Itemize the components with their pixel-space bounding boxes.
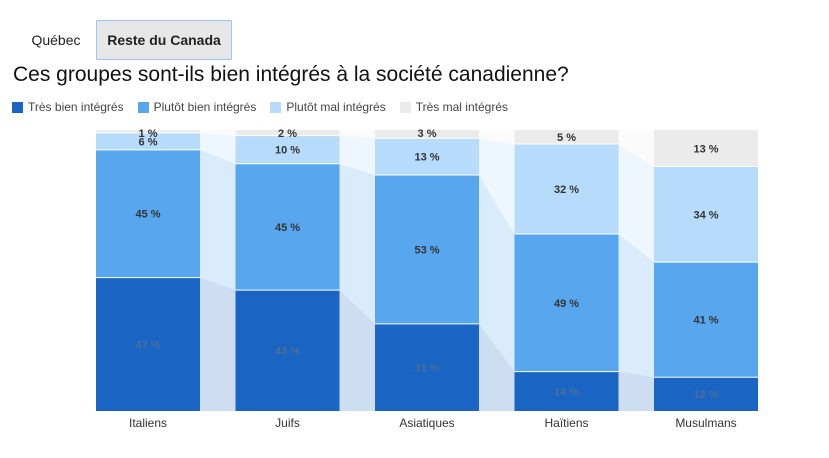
data-label-italiens-tres-mal-integres: 1 % (139, 128, 158, 140)
tab-reste-du-canada[interactable]: Reste du Canada (96, 20, 232, 60)
connector-plutot-bien-integres-0 (200, 149, 236, 291)
bar-musulmans-tres-mal-integres[interactable] (654, 130, 758, 167)
connector-tres-mal-integres-0 (200, 130, 236, 136)
data-label-asiatiques-tres-bien-integres: 31 % (414, 362, 439, 374)
data-label-asiatiques-plutot-mal-integres: 13 % (414, 152, 439, 164)
data-label-haitiens-tres-mal-integres: 5 % (557, 132, 576, 144)
bar-italiens-plutot-mal-integres[interactable] (96, 132, 200, 150)
connector-tres-bien-integres-1 (339, 290, 375, 411)
connector-plutot-bien-integres-3 (618, 233, 654, 378)
legend-item-plutot-bien: Plutôt bien intégrés (137, 100, 257, 114)
bar-haitiens-tres-bien-integres[interactable] (514, 371, 619, 411)
data-label-haitiens-plutot-mal-integres: 32 % (554, 184, 579, 196)
connector-tres-bien-integres-2 (479, 323, 515, 411)
bar-haitiens-plutot-bien-integres[interactable] (514, 233, 619, 372)
data-label-italiens-tres-bien-integres: 47 % (135, 339, 160, 351)
data-label-haitiens-tres-bien-integres: 14 % (554, 386, 579, 398)
legend-label-tres-mal: Très mal intégrés (415, 100, 508, 114)
data-label-juifs-tres-mal-integres: 2 % (278, 128, 297, 140)
connector-plutot-mal-integres-1 (339, 135, 375, 175)
connector-tres-bien-integres-3 (618, 371, 654, 411)
category-label-asiatiques: Asiatiques (399, 416, 454, 430)
bar-juifs-plutot-bien-integres[interactable] (235, 163, 340, 291)
legend-label-tres-bien: Très bien intégrés (28, 100, 124, 114)
legend-label-plutot-mal: Plutôt mal intégrés (286, 100, 386, 114)
bar-juifs-plutot-mal-integres[interactable] (235, 135, 340, 164)
bar-juifs-tres-mal-integres[interactable] (235, 130, 340, 136)
legend-swatch-plutot-mal (270, 101, 282, 113)
data-label-juifs-tres-bien-integres: 43 % (275, 346, 300, 358)
data-label-haitiens-plutot-bien-integres: 49 % (554, 298, 579, 310)
data-label-asiatiques-tres-mal-integres: 3 % (418, 128, 437, 140)
bar-italiens-plutot-bien-integres[interactable] (96, 149, 200, 278)
category-label-haitiens: Haïtiens (544, 416, 588, 430)
bar-musulmans-plutot-bien-integres[interactable] (654, 262, 758, 378)
chart-title: Ces groupes sont-ils bien intégrés à la … (13, 63, 569, 86)
legend: Très bien intégrés Plutôt bien intégrés … (12, 100, 522, 114)
connector-tres-bien-integres-0 (200, 277, 236, 411)
connector-tres-mal-integres-3 (618, 130, 654, 167)
legend-swatch-tres-mal (399, 101, 411, 113)
legend-item-plutot-mal: Plutôt mal intégrés (270, 100, 386, 114)
bar-haitiens-plutot-mal-integres[interactable] (514, 144, 619, 234)
category-label-juifs: Juifs (275, 416, 300, 430)
bar-musulmans-plutot-mal-integres[interactable] (654, 166, 758, 263)
connector-plutot-mal-integres-2 (479, 138, 515, 234)
bar-asiatiques-plutot-mal-integres[interactable] (375, 138, 479, 175)
category-label-musulmans: Musulmans (675, 416, 736, 430)
legend-label-plutot-bien: Plutôt bien intégrés (153, 100, 257, 114)
bar-asiatiques-tres-bien-integres[interactable] (375, 323, 479, 411)
bar-italiens-tres-bien-integres[interactable] (96, 277, 200, 411)
bar-musulmans-tres-bien-integres[interactable] (654, 377, 758, 411)
data-label-asiatiques-plutot-bien-integres: 53 % (414, 244, 439, 256)
data-label-musulmans-plutot-mal-integres: 34 % (693, 209, 718, 221)
bar-haitiens-tres-mal-integres[interactable] (514, 130, 619, 145)
connector-plutot-mal-integres-0 (200, 132, 236, 164)
data-label-juifs-plutot-bien-integres: 45 % (275, 222, 300, 234)
data-label-italiens-plutot-bien-integres: 45 % (135, 209, 160, 221)
bar-italiens-tres-mal-integres[interactable] (96, 130, 200, 133)
connector-plutot-mal-integres-3 (618, 144, 654, 263)
connector-tres-mal-integres-2 (479, 130, 515, 145)
bar-asiatiques-plutot-bien-integres[interactable] (375, 174, 479, 324)
legend-swatch-plutot-bien (137, 101, 149, 113)
connector-plutot-bien-integres-1 (339, 163, 375, 324)
data-label-juifs-plutot-mal-integres: 10 % (275, 145, 300, 157)
legend-item-tres-mal: Très mal intégrés (399, 100, 508, 114)
bar-juifs-tres-bien-integres[interactable] (235, 290, 340, 411)
data-label-musulmans-plutot-bien-integres: 41 % (693, 315, 718, 327)
connector-tres-mal-integres-1 (339, 130, 375, 139)
legend-item-tres-bien: Très bien intégrés (12, 100, 124, 114)
data-label-italiens-plutot-mal-integres: 6 % (139, 136, 158, 148)
tab-quebec[interactable]: Québec (31, 32, 81, 48)
legend-swatch-tres-bien (12, 101, 23, 113)
data-label-musulmans-tres-mal-integres: 13 % (693, 143, 718, 155)
category-label-italiens: Italiens (129, 416, 167, 430)
connector-plutot-bien-integres-2 (479, 174, 515, 372)
data-label-musulmans-tres-bien-integres: 12 % (693, 389, 718, 401)
bar-asiatiques-tres-mal-integres[interactable] (375, 130, 479, 139)
